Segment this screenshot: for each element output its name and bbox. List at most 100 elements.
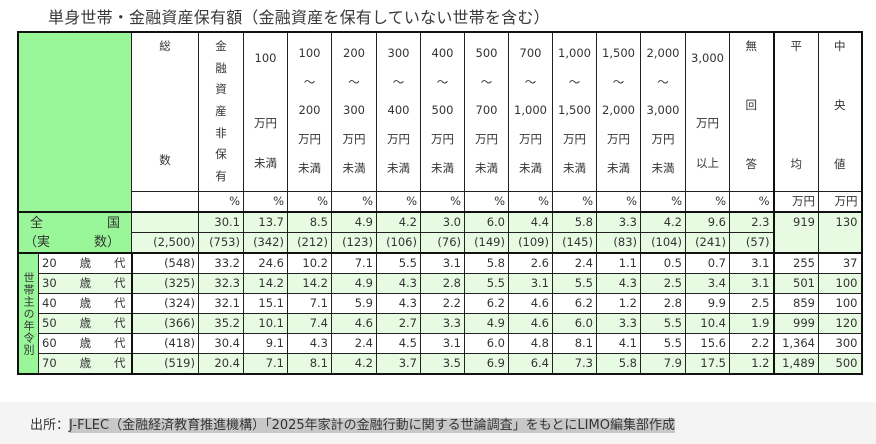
header-range-text: 万円 — [607, 132, 630, 147]
age-sai: 歳 — [79, 296, 92, 310]
age-number: 70 — [42, 356, 57, 370]
national-total-blank — [131, 211, 199, 233]
header-range-text: 〜 — [568, 74, 581, 89]
age-number: 30 — [42, 276, 57, 290]
header-range-3: 300 〜 400 万円 未満 — [376, 31, 421, 192]
age-median: 100 — [818, 273, 862, 294]
header-range-text: 未満 — [607, 161, 630, 176]
unit-cell: % — [596, 191, 641, 213]
age-value: 3.5 — [420, 353, 465, 375]
age-value: 7.3 — [552, 353, 597, 375]
source-text[interactable]: 出所：J-FLEC（金融経済教育推進機構）「2025年家計の金融行動に関する世論… — [30, 414, 675, 433]
age-value: 33.2 — [198, 252, 244, 274]
header-mean-char: 平 — [790, 39, 803, 53]
age-value: 5.8 — [596, 353, 641, 375]
age-dai: 代 — [113, 336, 126, 350]
national-percent: 4.4 — [508, 211, 553, 233]
national-label: 全 国 （実 数） — [17, 211, 132, 254]
header-total: 総数 — [131, 31, 199, 192]
age-value: 0.5 — [640, 252, 686, 274]
age-value: 5.5 — [464, 273, 509, 294]
national-total: (2,500) — [131, 232, 199, 254]
age-value: 4.3 — [287, 333, 332, 354]
header-range-text: 200 — [343, 45, 365, 60]
age-median: 120 — [818, 313, 862, 334]
unit-cell: % — [243, 191, 288, 213]
age-value: 35.2 — [198, 313, 244, 334]
age-value: 15.6 — [685, 333, 730, 354]
header-mean-char: 均 — [790, 157, 803, 171]
unit-cell: % — [331, 191, 377, 213]
age-value: 10.1 — [243, 313, 288, 334]
age-dai: 代 — [113, 276, 126, 290]
age-value: 5.9 — [331, 293, 377, 314]
age-value: 2.6 — [508, 252, 553, 274]
header-range-text: 〜 — [392, 74, 405, 89]
header-range-text: 以上 — [696, 155, 719, 170]
header-mean: 平均 — [772, 31, 819, 192]
financial-assets-table: 総数金融資産非保有 100 万円 未満 100 〜 200 万円 未満 200 〜 300 万円 未満 30… — [17, 31, 863, 375]
age-value: 4.3 — [596, 273, 641, 294]
source-highlighted[interactable]: J-FLEC（金融経済教育推進機構）「2025年家計の金融行動に関する世論調査」… — [69, 418, 675, 433]
unit-cell: % — [685, 191, 730, 213]
header-range-text: 1,500 — [558, 103, 591, 118]
header-median-char: 中 — [834, 39, 846, 53]
header-range-text: 2,000 — [602, 103, 635, 118]
age-label: 70 歳 代 — [38, 353, 132, 375]
unit-cell: % — [640, 191, 686, 213]
unit-total-blank — [131, 191, 199, 213]
header-corner — [17, 31, 132, 213]
age-value: 2.8 — [640, 293, 686, 314]
age-value: 1.9 — [729, 313, 774, 334]
header-no-answer: 無回答 — [729, 31, 774, 192]
header-range-text: 〜 — [436, 74, 449, 89]
age-value: 5.5 — [552, 273, 597, 294]
national-count: (145) — [552, 232, 597, 254]
header-range-text: 万円 — [651, 132, 675, 147]
age-number: 60 — [42, 336, 57, 350]
age-dai: 代 — [113, 256, 126, 270]
national-percent: 8.5 — [287, 211, 332, 233]
national-percent: 4.2 — [376, 211, 421, 233]
table-row: 30 歳代 (325) 32.3 14.2 14.2 4.9 4.3 2.8 5.5 3.1 5.5 4… — [18, 273, 862, 294]
header-non-holding-char: 有 — [215, 168, 227, 183]
header-range-text: 〜 — [303, 74, 316, 89]
header-range-text: 2,000 — [646, 45, 680, 60]
header-non-holding-char: 融 — [215, 60, 227, 75]
national-count: (212) — [287, 232, 332, 254]
header-range-7: 1,000 〜 1,500 万円 未満 — [552, 31, 597, 192]
national-count: (109) — [508, 232, 553, 254]
unit-cell: 万円 — [818, 191, 862, 213]
age-dai: 代 — [113, 356, 126, 370]
age-number: 50 — [42, 316, 57, 330]
header-range-10: 3,000 万円 以上 — [685, 31, 730, 192]
age-value: 3.1 — [729, 273, 774, 294]
header-total-char: 数 — [159, 153, 171, 167]
age-value: 9.9 — [685, 293, 730, 314]
age-mean: 1,489 — [772, 353, 819, 375]
header-range-text: 万円 — [431, 132, 454, 147]
header-row: 総数金融資産非保有 100 万円 未満 100 〜 200 万円 未満 200 〜 300 万円 未満 30… — [17, 31, 862, 213]
national-percent: 3.3 — [596, 211, 641, 233]
national-percent: 4.2 — [640, 211, 686, 233]
age-value: 6.0 — [552, 313, 597, 334]
age-mean: 859 — [772, 293, 819, 314]
source-footer: 出所：J-FLEC（金融経済教育推進機構）「2025年家計の金融行動に関する世論… — [0, 402, 876, 444]
age-value: 3.1 — [508, 273, 553, 294]
header-range-text: 万円 — [696, 115, 719, 130]
header-median: 中央値 — [818, 31, 862, 192]
national-percent: 2.3 — [729, 211, 774, 233]
national-count: (57) — [729, 232, 774, 254]
unit-cell: % — [287, 191, 332, 213]
header-range-text: 万円 — [475, 132, 498, 147]
header-non-holding: 金融資産非保有 — [198, 31, 244, 192]
age-value: 4.9 — [464, 313, 509, 334]
header-non-holding-char: 非 — [215, 125, 227, 140]
header-no-answer-char: 回 — [745, 98, 758, 112]
age-value: 1.2 — [729, 353, 774, 375]
age-sai: 歳 — [79, 336, 92, 350]
national-count: (149) — [464, 232, 509, 254]
age-value: 5.5 — [640, 333, 686, 354]
age-median: 100 — [818, 293, 862, 314]
header-range-text: 万円 — [342, 132, 366, 147]
